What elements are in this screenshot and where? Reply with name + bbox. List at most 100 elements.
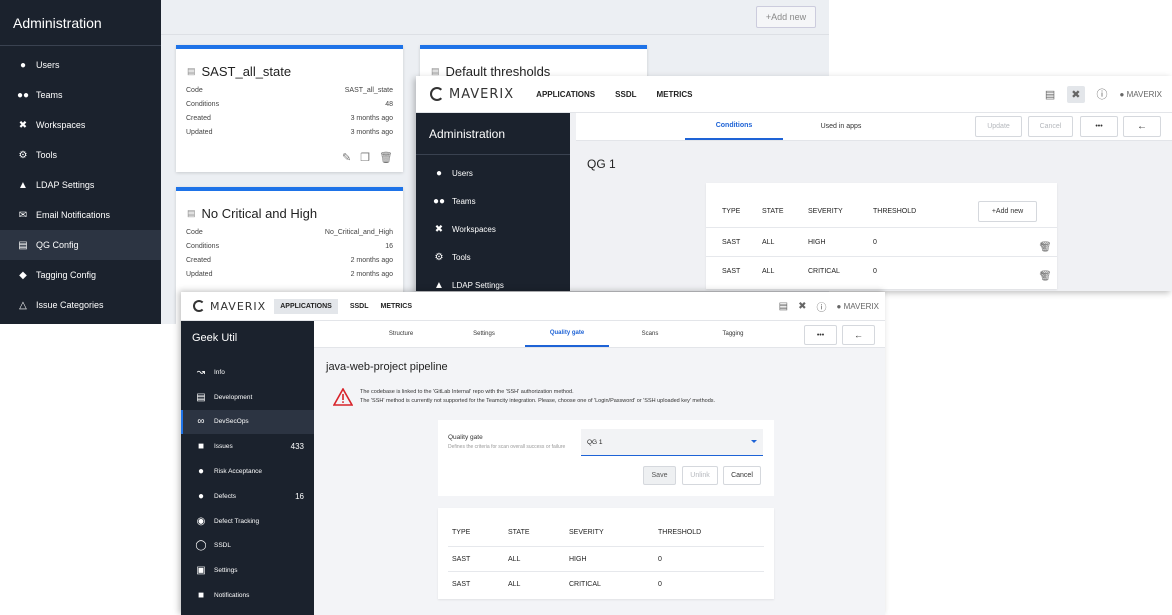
more-button[interactable]: ••• [804, 325, 837, 345]
add-new-condition-button[interactable]: +Add new [978, 201, 1037, 222]
nav-metrics[interactable]: METRICS [656, 89, 693, 99]
admin-tools-icon[interactable]: ✖ [798, 300, 807, 312]
sidebar-item-settings[interactable]: ▣ Settings [181, 558, 314, 583]
tab-settings[interactable]: Settings [473, 331, 495, 337]
sidebar-title: Administration [416, 113, 570, 155]
logo-ring-icon [193, 300, 205, 312]
tab-tagging[interactable]: Tagging [722, 331, 744, 337]
sidebar-item-workspaces[interactable]: ✖ Workspaces [0, 110, 161, 140]
sidebar-item-teams[interactable]: ●● Teams [0, 80, 161, 110]
trash-icon[interactable]: 🗑︎ [1039, 271, 1052, 282]
briefcase-icon[interactable]: ▤ [1044, 88, 1056, 101]
sidebar-item-email-notifications[interactable]: ✉ Email Notifications [0, 200, 161, 230]
sidebar-item-issue-categories[interactable]: △ Issue Categories [0, 290, 161, 320]
unlink-button[interactable]: Unlink [682, 466, 718, 485]
copy-icon[interactable]: ❐ [360, 152, 371, 164]
nav-applications[interactable]: APPLICATIONS [536, 89, 596, 99]
more-button[interactable]: ••• [1080, 116, 1118, 137]
sidebar-item-defect-tracking[interactable]: ◉ Defect Tracking [181, 509, 314, 534]
sidebar-item-ssdl[interactable]: ◯ SSDL [181, 534, 314, 559]
nav-metrics[interactable]: METRICS [380, 302, 413, 310]
nav-right: ▤ ✖ ⓘ ● MAVERIX [1044, 85, 1163, 103]
nav-applications[interactable]: APPLICATIONS [274, 298, 338, 314]
table-header: TYPE STATE SEVERITY THRESHOLD [706, 201, 1057, 222]
cell-threshold: 0 [658, 555, 662, 563]
col-type: TYPE [452, 528, 471, 536]
row-key: Updated [186, 270, 213, 278]
card-row: Conditions 48 [176, 97, 403, 111]
cell-state: ALL [762, 267, 775, 275]
briefcase-icon[interactable]: ▤ [778, 300, 789, 312]
qg-card[interactable]: ▤ SAST_all_state Code SAST_all_state Condi… [176, 45, 403, 172]
card-row: Updated 3 months ago [176, 125, 403, 139]
tab-conditions[interactable]: Conditions [685, 113, 783, 140]
infinity-icon: ∞ [197, 416, 205, 428]
sidebar-item-development[interactable]: ▤ Development [181, 385, 314, 410]
save-button[interactable]: Save [643, 466, 676, 485]
trash-icon[interactable]: 🗑︎ [1039, 242, 1052, 253]
help-icon[interactable]: ⓘ [1096, 89, 1108, 101]
back-button[interactable]: ← [842, 325, 875, 345]
sidebar-item-defects[interactable]: ● Defects 16 [181, 484, 314, 509]
row-value: 3 months ago [350, 128, 393, 136]
user-menu[interactable]: ● MAVERIX [1120, 90, 1163, 99]
sidebar-item-info[interactable]: ↝ Info [181, 360, 314, 385]
sidebar-item-label: Development [214, 393, 253, 401]
conditions-table: +Add new TYPE STATE SEVERITY THRESHOLD S… [706, 183, 1057, 289]
tab-used-in-apps[interactable]: Used in apps [820, 123, 862, 130]
back-button[interactable]: ← [1123, 116, 1161, 137]
brand-logo[interactable]: MAVERIX [193, 300, 266, 313]
tab-quality-gate[interactable]: Quality gate [525, 321, 609, 347]
sidebar-item-tagging-config[interactable]: ◆ Tagging Config [0, 260, 161, 290]
sidebar-item-label: Tagging Config [36, 270, 97, 280]
cell-threshold: 0 [658, 580, 662, 588]
trash-icon[interactable]: 🗑︎ [379, 152, 393, 164]
sidebar-item-teams[interactable]: ●● Teams [416, 187, 570, 215]
user-menu[interactable]: ● MAVERIX [837, 302, 880, 311]
col-type: TYPE [722, 208, 741, 215]
ldap-icon: ▲ [18, 179, 28, 191]
sidebar-item-label: Issue Categories [36, 300, 104, 310]
cell-state: ALL [508, 580, 521, 588]
sidebar-item-devsecops[interactable]: ∞ DevSecOps [181, 409, 314, 435]
sidebar-item-tools[interactable]: ⚙ Tools [416, 243, 570, 271]
update-button[interactable]: Update [975, 116, 1022, 137]
col-severity: SEVERITY [569, 528, 604, 536]
edit-icon[interactable]: ✎ [1039, 242, 1048, 253]
help-icon[interactable]: ⓘ [816, 302, 827, 314]
sidebar-item-ldap-settings[interactable]: ▲ LDAP Settings [416, 271, 570, 291]
quality-gate-select[interactable]: QG 1 [581, 429, 763, 456]
sidebar-item-qg-config[interactable]: ▤ QG Config [0, 230, 161, 260]
top-navbar: MAVERIX APPLICATIONS SSDL METRICS ▤ ✖ ⓘ … [181, 292, 885, 321]
tag-icon: ◆ [19, 269, 27, 281]
chevron-down-icon [751, 440, 757, 443]
brand-logo[interactable]: MAVERIX [430, 87, 514, 102]
ldap-icon: ▲ [434, 279, 444, 291]
sidebar-item-issues[interactable]: ■ Issues 433 [181, 434, 314, 459]
admin-tools-icon[interactable]: ✖ [1067, 85, 1085, 103]
edit-icon[interactable]: ✎ [1039, 271, 1048, 282]
tab-structure[interactable]: Structure [388, 331, 414, 337]
cancel-button[interactable]: Cancel [723, 466, 761, 485]
sidebar-item-label: Workspaces [36, 120, 86, 130]
sidebar-item-tools[interactable]: ⚙ Tools [0, 140, 161, 170]
cancel-button[interactable]: Cancel [1028, 116, 1073, 137]
sidebar-item-users[interactable]: ● Users [0, 50, 161, 80]
nav-ssdl[interactable]: SSDL [615, 89, 637, 99]
pipeline-title: java-web-project pipeline [326, 361, 448, 373]
sidebar-item-users[interactable]: ● Users [416, 159, 570, 187]
qg-detail-window: MAVERIX APPLICATIONS SSDL METRICS ▤ ✖ ⓘ … [416, 76, 1172, 291]
sidebar-item-ldap-settings[interactable]: ▲ LDAP Settings [0, 170, 161, 200]
card-row: Code SAST_all_state [176, 83, 403, 97]
nav-right: ▤ ✖ ⓘ ● MAVERIX [779, 299, 879, 314]
sidebar-item-workspaces[interactable]: ✖ Workspaces [416, 215, 570, 243]
row-value: 2 months ago [350, 256, 393, 264]
nav-ssdl[interactable]: SSDL [349, 302, 369, 310]
sidebar-item-risk-acceptance[interactable]: ● Risk Acceptance [181, 459, 314, 484]
add-new-button[interactable]: +Add new [756, 6, 816, 28]
sidebar-item-notifications[interactable]: ■ Notifications [181, 583, 314, 608]
tab-bar: Structure Settings Quality gate Scans Ta… [314, 321, 885, 348]
col-severity: SEVERITY [808, 208, 843, 215]
edit-icon[interactable]: ✎ [341, 152, 352, 164]
tab-scans[interactable]: Scans [641, 331, 659, 337]
